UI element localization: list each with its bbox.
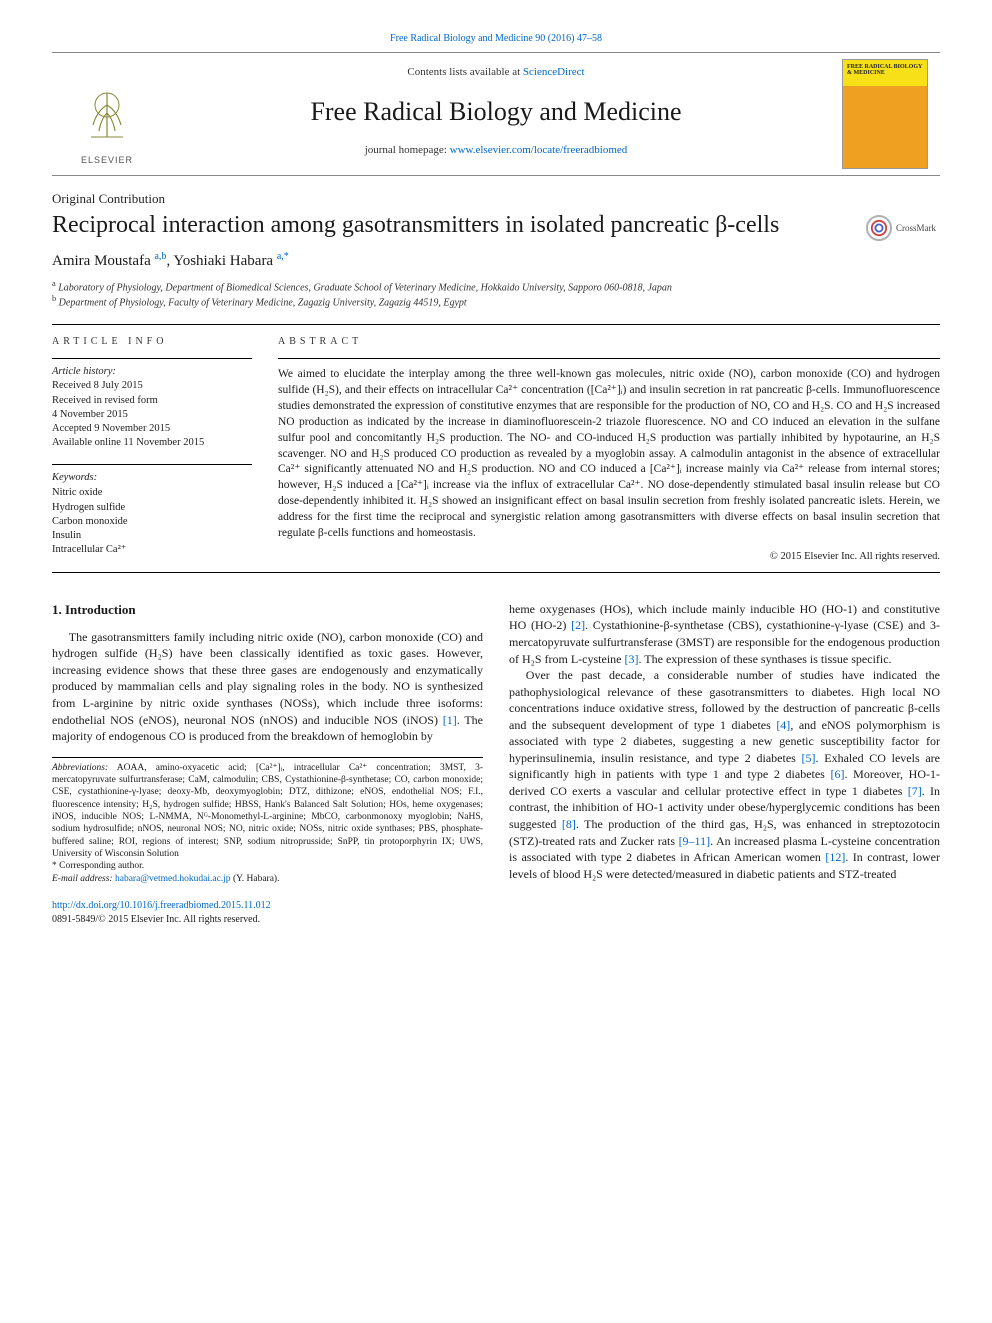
abstract-text: We aimed to elucidate the interplay amon… — [278, 367, 940, 541]
citation-link[interactable]: [4] — [776, 718, 790, 732]
doi-block: http://dx.doi.org/10.1016/j.freeradbiome… — [52, 899, 483, 927]
citation-link[interactable]: [6] — [831, 767, 845, 781]
paragraph: The gasotransmitters family including ni… — [52, 629, 483, 745]
title-row: Reciprocal interaction among gasotransmi… — [52, 211, 940, 250]
email-line: E-mail address: habara@vetmed.hokudai.ac… — [52, 873, 483, 885]
affiliations: a Laboratory of Physiology, Department o… — [52, 279, 940, 310]
footnote-block: Abbreviations: AOAA, amino-oxyacetic aci… — [52, 757, 483, 885]
paragraph: heme oxygenases (HOs), which include mai… — [509, 601, 940, 667]
citation-link[interactable]: [2] — [571, 618, 585, 632]
divider — [52, 464, 252, 465]
journal-name: Free Radical Biology and Medicine — [170, 94, 822, 129]
issue-reference: Free Radical Biology and Medicine 90 (20… — [52, 32, 940, 46]
cover-block: FREE RADICAL BIOLOGY & MEDICINE — [830, 53, 940, 175]
paragraph: Over the past decade, a considerable num… — [509, 667, 940, 882]
sciencedirect-link[interactable]: ScienceDirect — [523, 66, 585, 78]
publisher-name: ELSEVIER — [81, 154, 133, 166]
article-info-column: ARTICLE INFO Article history: Received 8… — [52, 335, 252, 564]
authors: Amira Moustafa a,b, Yoshiaki Habara a,* — [52, 250, 940, 271]
article-info-head: ARTICLE INFO — [52, 335, 252, 349]
contents-line: Contents lists available at ScienceDirec… — [170, 65, 822, 80]
citation-link[interactable]: [12] — [825, 850, 845, 864]
article-type: Original Contribution — [52, 190, 940, 208]
section-heading-introduction: 1. Introduction — [52, 601, 483, 619]
article-title: Reciprocal interaction among gasotransmi… — [52, 211, 854, 240]
divider — [52, 572, 940, 573]
affiliation: a Laboratory of Physiology, Department o… — [52, 279, 940, 294]
citation-link[interactable]: [1] — [443, 713, 457, 727]
abbreviations: Abbreviations: AOAA, amino-oxyacetic aci… — [52, 762, 483, 861]
body-text: 1. Introduction The gasotransmitters fam… — [52, 601, 940, 927]
email-link[interactable]: habara@vetmed.hokudai.ac.jp — [115, 874, 231, 884]
crossmark-badge[interactable]: CrossMark — [866, 215, 940, 241]
info-abstract-row: ARTICLE INFO Article history: Received 8… — [52, 335, 940, 564]
abstract-copyright: © 2015 Elsevier Inc. All rights reserved… — [278, 550, 940, 564]
keywords: Keywords: Nitric oxide Hydrogen sulfide … — [52, 471, 252, 557]
doi-link[interactable]: http://dx.doi.org/10.1016/j.freeradbiome… — [52, 900, 271, 911]
corresponding-author-note: * Corresponding author. — [52, 860, 483, 872]
abstract-head: ABSTRACT — [278, 335, 940, 349]
masthead-center: Contents lists available at ScienceDirec… — [162, 53, 830, 175]
masthead: ELSEVIER Contents lists available at Sci… — [52, 52, 940, 176]
divider — [52, 358, 252, 359]
article-history: Article history: Received 8 July 2015 Re… — [52, 365, 252, 450]
citation-link[interactable]: [7] — [908, 784, 922, 798]
homepage-line: journal homepage: www.elsevier.com/locat… — [170, 143, 822, 158]
abstract-column: ABSTRACT We aimed to elucidate the inter… — [278, 335, 940, 564]
issn-copyright: 0891-5849/© 2015 Elsevier Inc. All right… — [52, 913, 483, 927]
journal-homepage-link[interactable]: www.elsevier.com/locate/freeradbiomed — [450, 144, 628, 156]
citation-link[interactable]: [8] — [562, 817, 576, 831]
citation-link[interactable]: [9–11] — [679, 834, 711, 848]
affiliation: b Department of Physiology, Faculty of V… — [52, 294, 940, 309]
journal-cover-thumbnail: FREE RADICAL BIOLOGY & MEDICINE — [842, 59, 928, 169]
citation-link[interactable]: [5] — [802, 751, 816, 765]
divider — [52, 324, 940, 325]
crossmark-icon — [866, 215, 892, 241]
citation-link[interactable]: [3] — [625, 652, 639, 666]
publisher-block: ELSEVIER — [52, 53, 162, 175]
divider — [278, 358, 940, 359]
elsevier-tree-icon — [72, 80, 142, 150]
